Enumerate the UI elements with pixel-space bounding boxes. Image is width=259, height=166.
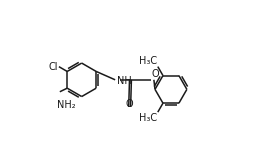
Text: NH: NH	[117, 76, 131, 86]
Text: H₃C: H₃C	[139, 113, 157, 123]
Text: H₃C: H₃C	[139, 56, 157, 66]
Text: Cl: Cl	[49, 62, 58, 72]
Text: O: O	[126, 99, 133, 109]
Text: NH₂: NH₂	[57, 100, 76, 110]
Text: O: O	[152, 69, 160, 79]
